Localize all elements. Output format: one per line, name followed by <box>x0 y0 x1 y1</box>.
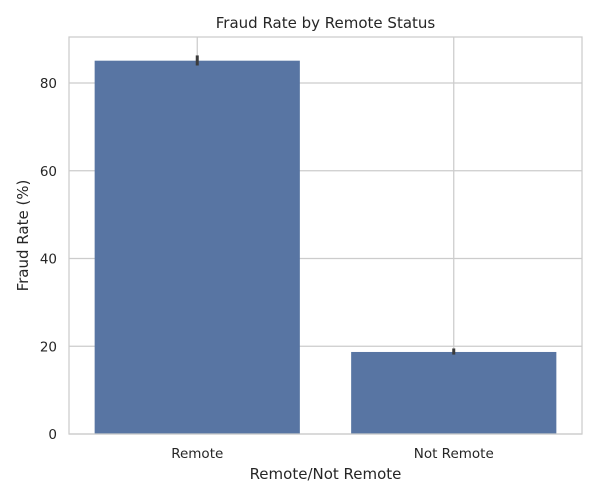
y-tick-labels: 0 20 40 60 80 <box>40 76 57 443</box>
plot-frame <box>68 36 583 435</box>
y-tick-label: 0 <box>48 427 57 443</box>
x-tick-labels: Remote Not Remote <box>171 446 494 462</box>
x-tick-label: Not Remote <box>414 446 494 462</box>
x-axis-title: Remote/Not Remote <box>250 465 402 483</box>
y-tick-label: 80 <box>40 76 57 92</box>
y-tick-label: 20 <box>40 339 57 355</box>
y-tick-label: 60 <box>40 164 57 180</box>
chart-title: Fraud Rate by Remote Status <box>216 14 436 32</box>
y-tick-label: 40 <box>40 252 57 268</box>
bar-remote <box>94 60 300 435</box>
bar-not-remote <box>351 351 557 434</box>
bar-layer <box>94 60 557 435</box>
error-bar-layer <box>195 55 456 355</box>
y-axis-title: Fraud Rate (%) <box>14 180 32 292</box>
x-tick-label: Remote <box>171 446 223 462</box>
